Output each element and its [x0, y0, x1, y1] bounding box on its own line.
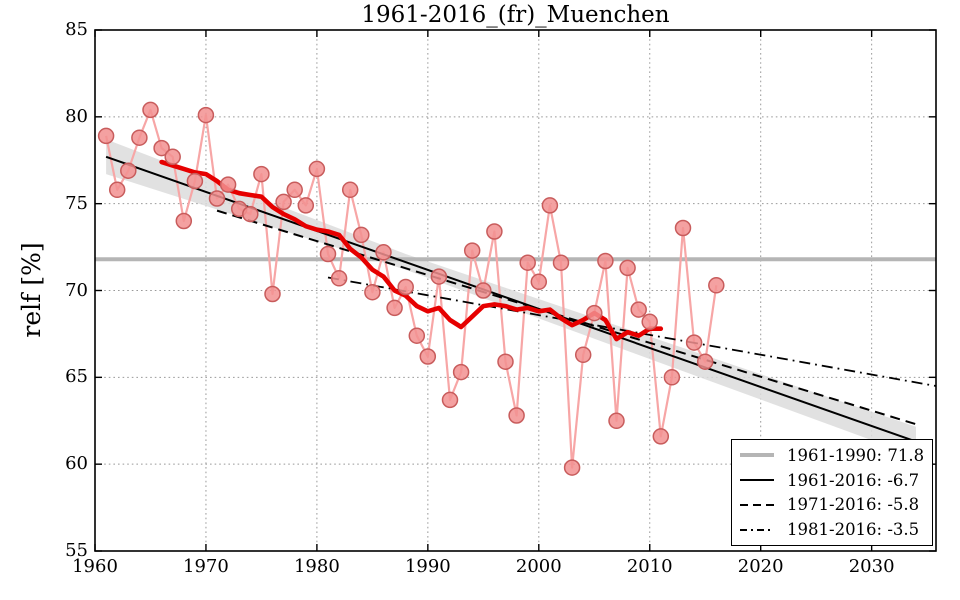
- x-tick-label: 2020: [737, 556, 784, 577]
- y-tick-label: 85: [65, 19, 88, 40]
- y-tick-label: 70: [65, 279, 88, 301]
- legend-item-mean: 1961-1990: 71.8: [740, 443, 926, 467]
- x-tick-label: 2030: [848, 556, 895, 577]
- y-tick-label: 75: [65, 192, 88, 214]
- x-tick-label: 1990: [404, 556, 451, 577]
- x-tick-label: 1970: [183, 556, 229, 577]
- x-tick-label: 2000: [515, 556, 562, 577]
- legend-label: 1971-2016: -5.8: [787, 495, 920, 515]
- legend: 1961-1990: 71.8 1961-2016: -6.7 1971-201…: [731, 439, 933, 546]
- legend-item-trend-1961: 1961-2016: -6.7: [740, 468, 926, 492]
- chart-title: 1961-2016_(fr)_Muenchen: [361, 2, 670, 28]
- solid-line-swatch-icon: [740, 479, 774, 482]
- y-tick-label: 60: [65, 453, 88, 475]
- x-tick-label: 1960: [72, 556, 118, 577]
- y-tick-label: 55: [65, 540, 88, 561]
- legend-item-trend-1981: 1981-2016: -3.5: [740, 518, 926, 542]
- dashdot-line-swatch-icon: [740, 528, 774, 531]
- mean-line-swatch-icon: [740, 453, 774, 458]
- x-tick-label: 1980: [293, 556, 340, 577]
- dashed-line-swatch-icon: [740, 503, 774, 506]
- legend-label: 1961-2016: -6.7: [787, 470, 920, 490]
- legend-label: 1961-1990: 71.8: [787, 445, 925, 465]
- y-tick-label: 65: [65, 366, 88, 388]
- legend-item-trend-1971: 1971-2016: -5.8: [740, 493, 926, 517]
- x-tick-label: 2010: [626, 556, 673, 577]
- legend-label: 1981-2016: -3.5: [787, 520, 920, 540]
- y-tick-label: 80: [65, 105, 88, 127]
